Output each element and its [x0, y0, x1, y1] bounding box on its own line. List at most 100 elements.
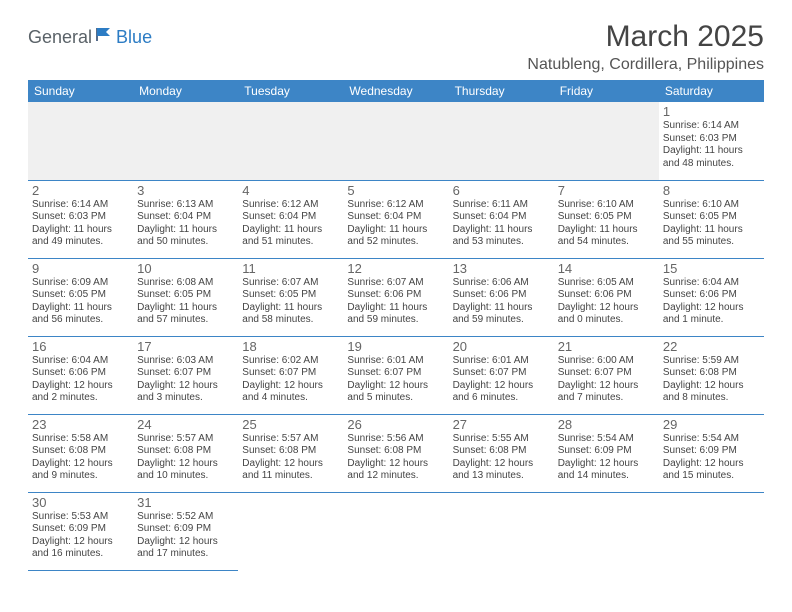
calendar-cell: 10Sunrise: 6:08 AMSunset: 6:05 PMDayligh…: [133, 258, 238, 336]
sunset-text: Sunset: 6:08 PM: [453, 445, 550, 458]
calendar-cell: 12Sunrise: 6:07 AMSunset: 6:06 PMDayligh…: [343, 258, 448, 336]
daylight-text: Daylight: 11 hours and 53 minutes.: [453, 224, 550, 249]
sunset-text: Sunset: 6:06 PM: [347, 289, 444, 302]
calendar-cell: 18Sunrise: 6:02 AMSunset: 6:07 PMDayligh…: [238, 336, 343, 414]
day-number: 19: [347, 339, 444, 354]
day-number: 16: [32, 339, 129, 354]
sunset-text: Sunset: 6:08 PM: [137, 445, 234, 458]
sunrise-text: Sunrise: 6:10 AM: [663, 199, 760, 212]
sunrise-text: Sunrise: 6:00 AM: [558, 355, 655, 368]
daylight-text: Daylight: 11 hours and 59 minutes.: [347, 302, 444, 327]
calendar-cell: 3Sunrise: 6:13 AMSunset: 6:04 PMDaylight…: [133, 180, 238, 258]
day-number: 25: [242, 417, 339, 432]
day-number: 21: [558, 339, 655, 354]
sunrise-text: Sunrise: 6:14 AM: [663, 120, 760, 133]
calendar-cell: 25Sunrise: 5:57 AMSunset: 6:08 PMDayligh…: [238, 414, 343, 492]
sunset-text: Sunset: 6:06 PM: [663, 289, 760, 302]
calendar-cell: [554, 102, 659, 180]
day-number: 18: [242, 339, 339, 354]
daylight-text: Daylight: 12 hours and 14 minutes.: [558, 458, 655, 483]
calendar-cell: [238, 492, 343, 570]
sunset-text: Sunset: 6:08 PM: [347, 445, 444, 458]
daylight-text: Daylight: 11 hours and 48 minutes.: [663, 145, 760, 170]
calendar-cell: [238, 102, 343, 180]
logo-text-blue: Blue: [116, 27, 152, 48]
daylight-text: Daylight: 12 hours and 0 minutes.: [558, 302, 655, 327]
calendar-row: 23Sunrise: 5:58 AMSunset: 6:08 PMDayligh…: [28, 414, 764, 492]
daylight-text: Daylight: 11 hours and 49 minutes.: [32, 224, 129, 249]
day-number: 14: [558, 261, 655, 276]
daylight-text: Daylight: 11 hours and 55 minutes.: [663, 224, 760, 249]
daylight-text: Daylight: 12 hours and 6 minutes.: [453, 380, 550, 405]
sunset-text: Sunset: 6:05 PM: [32, 289, 129, 302]
sunrise-text: Sunrise: 5:57 AM: [137, 433, 234, 446]
location-text: Natubleng, Cordillera, Philippines: [527, 56, 764, 74]
sunset-text: Sunset: 6:07 PM: [558, 367, 655, 380]
day-number: 22: [663, 339, 760, 354]
sunset-text: Sunset: 6:05 PM: [663, 211, 760, 224]
sunset-text: Sunset: 6:07 PM: [137, 367, 234, 380]
day-number: 2: [32, 183, 129, 198]
calendar-cell: 2Sunrise: 6:14 AMSunset: 6:03 PMDaylight…: [28, 180, 133, 258]
daylight-text: Daylight: 12 hours and 16 minutes.: [32, 536, 129, 561]
sunrise-text: Sunrise: 6:08 AM: [137, 277, 234, 290]
calendar-cell: [133, 102, 238, 180]
sunrise-text: Sunrise: 6:10 AM: [558, 199, 655, 212]
day-number: 17: [137, 339, 234, 354]
sunset-text: Sunset: 6:04 PM: [137, 211, 234, 224]
calendar-cell: 5Sunrise: 6:12 AMSunset: 6:04 PMDaylight…: [343, 180, 448, 258]
day-number: 28: [558, 417, 655, 432]
sunrise-text: Sunrise: 6:01 AM: [453, 355, 550, 368]
title-block: March 2025 Natubleng, Cordillera, Philip…: [527, 20, 764, 74]
sunset-text: Sunset: 6:06 PM: [32, 367, 129, 380]
calendar-row: 1Sunrise: 6:14 AMSunset: 6:03 PMDaylight…: [28, 102, 764, 180]
page-title: March 2025: [527, 20, 764, 54]
sunrise-text: Sunrise: 5:59 AM: [663, 355, 760, 368]
day-number: 30: [32, 495, 129, 510]
day-number: 3: [137, 183, 234, 198]
daylight-text: Daylight: 12 hours and 1 minute.: [663, 302, 760, 327]
calendar-cell: [449, 102, 554, 180]
daylight-text: Daylight: 12 hours and 8 minutes.: [663, 380, 760, 405]
sunrise-text: Sunrise: 5:58 AM: [32, 433, 129, 446]
sunset-text: Sunset: 6:07 PM: [347, 367, 444, 380]
calendar-row: 16Sunrise: 6:04 AMSunset: 6:06 PMDayligh…: [28, 336, 764, 414]
calendar-cell: [343, 492, 448, 570]
sunrise-text: Sunrise: 6:01 AM: [347, 355, 444, 368]
sunset-text: Sunset: 6:05 PM: [242, 289, 339, 302]
sunset-text: Sunset: 6:04 PM: [242, 211, 339, 224]
day-number: 9: [32, 261, 129, 276]
calendar-cell: [343, 102, 448, 180]
sunrise-text: Sunrise: 5:56 AM: [347, 433, 444, 446]
calendar-cell: 19Sunrise: 6:01 AMSunset: 6:07 PMDayligh…: [343, 336, 448, 414]
calendar-cell: [659, 492, 764, 570]
daylight-text: Daylight: 11 hours and 51 minutes.: [242, 224, 339, 249]
sunrise-text: Sunrise: 6:07 AM: [242, 277, 339, 290]
daylight-text: Daylight: 12 hours and 17 minutes.: [137, 536, 234, 561]
daylight-text: Daylight: 12 hours and 4 minutes.: [242, 380, 339, 405]
sunrise-text: Sunrise: 6:12 AM: [242, 199, 339, 212]
daylight-text: Daylight: 12 hours and 12 minutes.: [347, 458, 444, 483]
sunset-text: Sunset: 6:09 PM: [32, 523, 129, 536]
calendar-cell: 27Sunrise: 5:55 AMSunset: 6:08 PMDayligh…: [449, 414, 554, 492]
sunset-text: Sunset: 6:08 PM: [242, 445, 339, 458]
sunset-text: Sunset: 6:07 PM: [453, 367, 550, 380]
daylight-text: Daylight: 12 hours and 2 minutes.: [32, 380, 129, 405]
calendar-cell: 29Sunrise: 5:54 AMSunset: 6:09 PMDayligh…: [659, 414, 764, 492]
calendar-cell: 6Sunrise: 6:11 AMSunset: 6:04 PMDaylight…: [449, 180, 554, 258]
calendar-cell: 4Sunrise: 6:12 AMSunset: 6:04 PMDaylight…: [238, 180, 343, 258]
calendar-cell: 31Sunrise: 5:52 AMSunset: 6:09 PMDayligh…: [133, 492, 238, 570]
sunrise-text: Sunrise: 6:04 AM: [32, 355, 129, 368]
calendar-row: 30Sunrise: 5:53 AMSunset: 6:09 PMDayligh…: [28, 492, 764, 570]
daylight-text: Daylight: 11 hours and 58 minutes.: [242, 302, 339, 327]
calendar-cell: 23Sunrise: 5:58 AMSunset: 6:08 PMDayligh…: [28, 414, 133, 492]
dayheader-sunday: Sunday: [28, 80, 133, 102]
daylight-text: Daylight: 11 hours and 57 minutes.: [137, 302, 234, 327]
dayheader-saturday: Saturday: [659, 80, 764, 102]
calendar-cell: 11Sunrise: 6:07 AMSunset: 6:05 PMDayligh…: [238, 258, 343, 336]
calendar-cell: 8Sunrise: 6:10 AMSunset: 6:05 PMDaylight…: [659, 180, 764, 258]
day-number: 7: [558, 183, 655, 198]
calendar-cell: [554, 492, 659, 570]
daylight-text: Daylight: 11 hours and 59 minutes.: [453, 302, 550, 327]
calendar-row: 9Sunrise: 6:09 AMSunset: 6:05 PMDaylight…: [28, 258, 764, 336]
